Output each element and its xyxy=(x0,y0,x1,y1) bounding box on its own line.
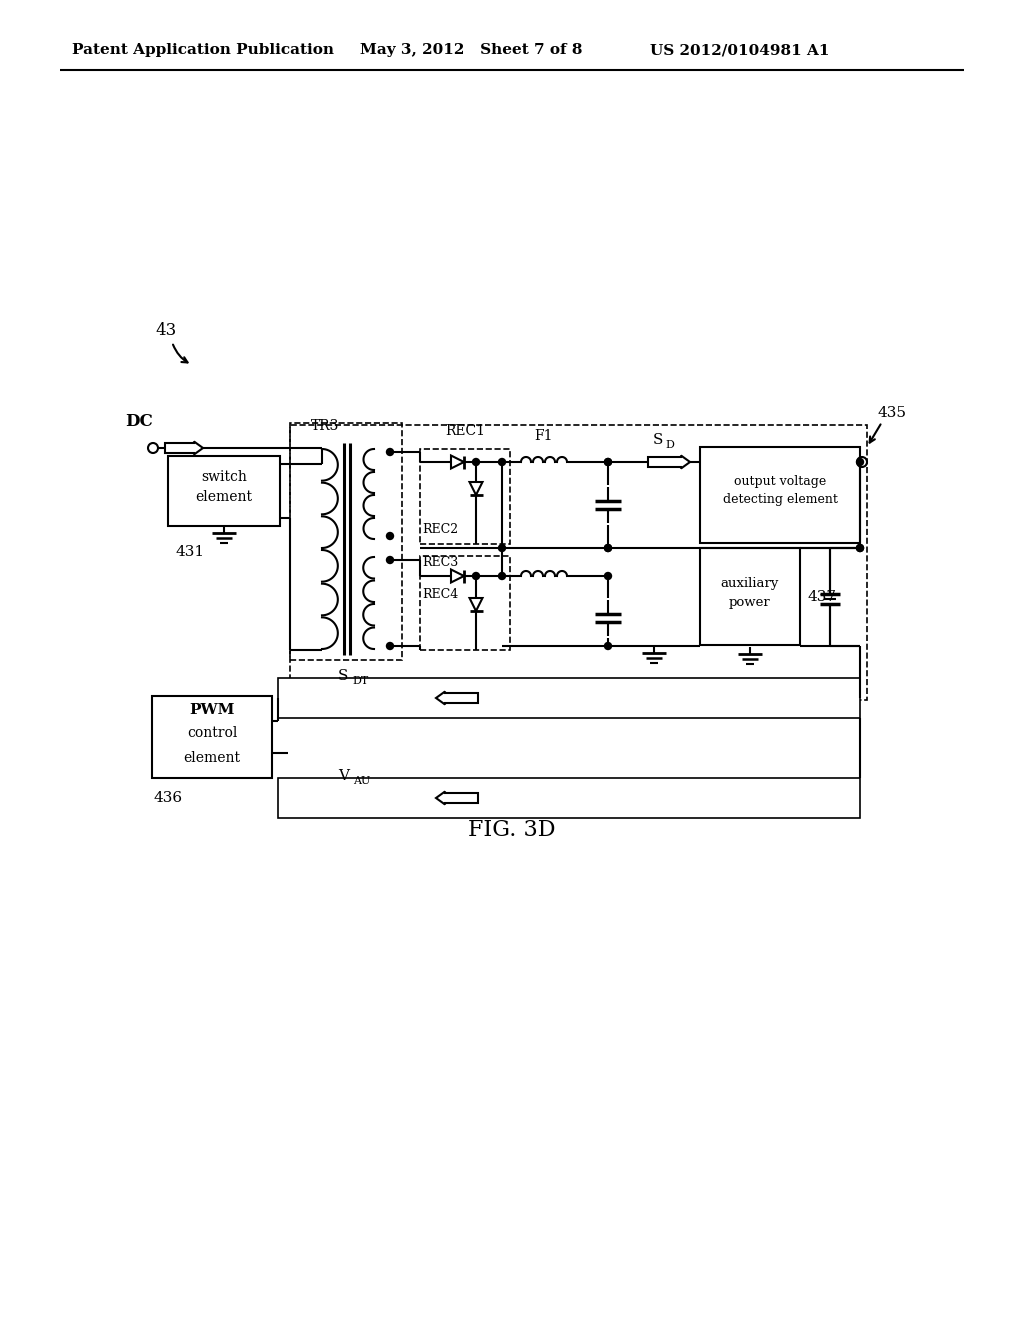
Text: auxiliary: auxiliary xyxy=(721,577,779,590)
Circle shape xyxy=(856,458,863,466)
FancyArrow shape xyxy=(436,792,478,804)
Text: S: S xyxy=(338,669,348,682)
Text: US 2012/0104981 A1: US 2012/0104981 A1 xyxy=(650,44,829,57)
Text: PWM: PWM xyxy=(189,704,234,717)
Text: TR3: TR3 xyxy=(311,418,339,433)
FancyArrow shape xyxy=(436,692,478,705)
Polygon shape xyxy=(469,482,482,495)
Circle shape xyxy=(472,458,479,466)
Polygon shape xyxy=(469,598,482,611)
Circle shape xyxy=(604,643,611,649)
Text: element: element xyxy=(196,490,253,504)
Circle shape xyxy=(856,544,863,552)
FancyArrow shape xyxy=(648,455,690,469)
Text: May 3, 2012   Sheet 7 of 8: May 3, 2012 Sheet 7 of 8 xyxy=(360,44,583,57)
Bar xyxy=(168,455,280,525)
Bar xyxy=(278,777,860,818)
Circle shape xyxy=(386,532,393,540)
Text: output voltage: output voltage xyxy=(734,475,826,488)
Text: 436: 436 xyxy=(154,791,183,805)
Text: V: V xyxy=(338,770,349,783)
Circle shape xyxy=(499,458,506,466)
Text: REC2: REC2 xyxy=(422,523,458,536)
Text: power: power xyxy=(729,597,771,609)
Text: REC4: REC4 xyxy=(422,587,459,601)
Circle shape xyxy=(604,458,611,466)
Circle shape xyxy=(472,573,479,579)
Bar xyxy=(700,548,800,645)
Text: F1: F1 xyxy=(535,429,553,444)
Bar xyxy=(420,449,510,544)
Text: DC: DC xyxy=(125,413,153,430)
Text: DT: DT xyxy=(352,676,369,686)
Circle shape xyxy=(386,643,393,649)
Text: REC3: REC3 xyxy=(422,556,459,569)
Bar xyxy=(700,447,860,543)
Text: switch: switch xyxy=(201,470,247,484)
Text: D: D xyxy=(665,440,674,450)
Text: FIG. 3D: FIG. 3D xyxy=(468,818,556,841)
Polygon shape xyxy=(451,455,464,469)
Circle shape xyxy=(386,557,393,564)
Text: 43: 43 xyxy=(155,322,176,339)
Bar xyxy=(278,678,860,718)
Text: detecting element: detecting element xyxy=(723,492,838,506)
Text: S: S xyxy=(653,433,664,447)
Text: element: element xyxy=(183,751,241,766)
Bar xyxy=(420,556,510,649)
Text: AU: AU xyxy=(353,776,371,785)
Circle shape xyxy=(386,449,393,455)
Circle shape xyxy=(604,458,611,466)
Circle shape xyxy=(499,573,506,579)
FancyArrow shape xyxy=(165,441,203,454)
Text: 435: 435 xyxy=(877,407,906,420)
Text: control: control xyxy=(186,726,238,741)
Circle shape xyxy=(856,544,863,552)
Text: REC1: REC1 xyxy=(445,424,485,438)
Text: Patent Application Publication: Patent Application Publication xyxy=(72,44,334,57)
Circle shape xyxy=(604,544,611,552)
Circle shape xyxy=(604,544,611,552)
Circle shape xyxy=(499,544,506,552)
Circle shape xyxy=(604,573,611,579)
Bar xyxy=(152,696,272,777)
Bar xyxy=(290,422,402,660)
Text: 437: 437 xyxy=(808,590,837,605)
Polygon shape xyxy=(451,569,464,582)
Bar xyxy=(290,425,867,700)
Text: 431: 431 xyxy=(176,545,205,558)
